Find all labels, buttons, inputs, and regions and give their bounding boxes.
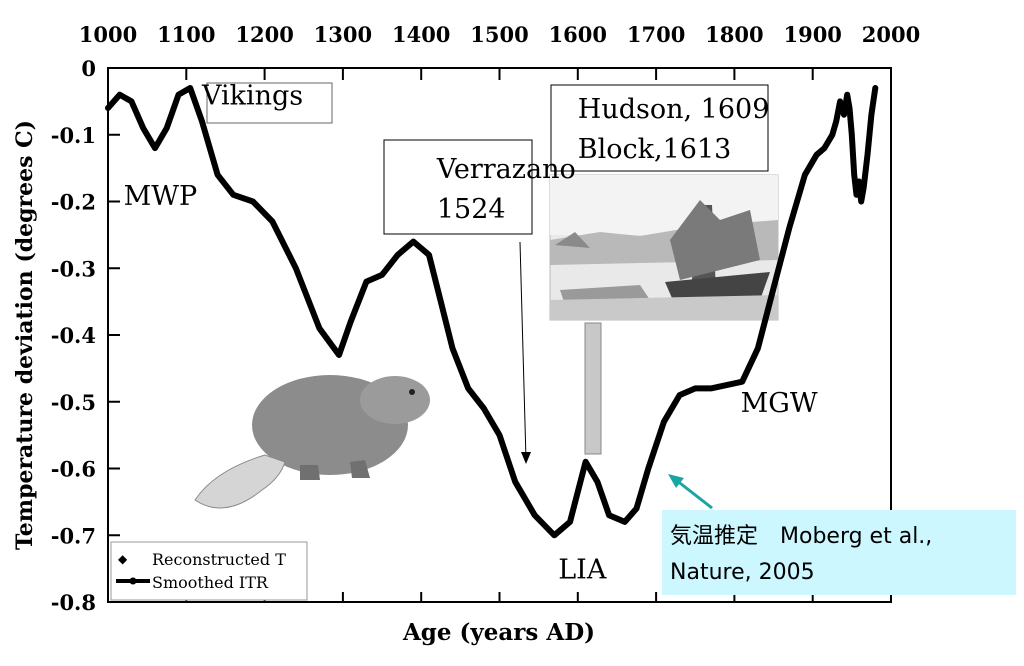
y-tick-label: -0.8 xyxy=(51,590,96,615)
annotation-label: LIA xyxy=(558,555,607,586)
x-tick-label: 1500 xyxy=(470,22,528,47)
legend-marker-reconstructed: ◆ xyxy=(118,552,128,566)
annotation-label: MWP xyxy=(124,181,198,212)
y-tick-label: -0.5 xyxy=(51,390,96,415)
y-tick-label: -0.2 xyxy=(51,190,96,215)
legend-label-reconstructed: Reconstructed T xyxy=(152,550,286,569)
vikings-box xyxy=(206,82,333,124)
y-tick-label: -0.7 xyxy=(51,523,96,548)
x-tick-label: 1000 xyxy=(79,22,137,47)
x-tick-label: 2000 xyxy=(862,22,920,47)
hudson-box xyxy=(550,84,769,172)
x-tick-label: 1800 xyxy=(705,22,763,47)
period-bar xyxy=(584,322,602,455)
y-tick-label: -0.6 xyxy=(51,457,96,482)
annotation-label: Verrazano xyxy=(436,154,576,185)
x-tick-label: 1700 xyxy=(627,22,685,47)
legend-label-smoothed: Smoothed ITR xyxy=(152,573,269,592)
annotation-label: Hudson, 1609 xyxy=(578,94,770,125)
x-tick-label: 1600 xyxy=(549,22,607,47)
ship-illustration xyxy=(549,174,779,321)
annotation-label: Vikings xyxy=(201,81,303,112)
note-line-2: Nature, 2005 xyxy=(670,560,815,585)
y-tick-label: -0.4 xyxy=(51,323,96,348)
y-tick-label: -0.3 xyxy=(51,256,96,281)
x-tick-label: 1400 xyxy=(392,22,450,47)
y-axis: 0 -0.1 -0.2 -0.3 -0.4 -0.5 -0.6 -0.7 -0.8 xyxy=(51,56,120,615)
annotation-label: 1524 xyxy=(437,194,506,225)
x-tick-label: 1900 xyxy=(783,22,841,47)
annotation-label: Block,1613 xyxy=(578,134,732,165)
x-axis: 1000 1100 1200 1300 1400 1500 1600 1700 1800 1900… xyxy=(79,22,920,602)
x-tick-label: 1100 xyxy=(157,22,215,47)
x-tick-label: 1200 xyxy=(235,22,293,47)
x-axis-label: Age (years AD) xyxy=(402,619,595,646)
y-axis-label: Temperature deviation (degrees C) xyxy=(12,120,38,550)
series-line-smoothed-itr xyxy=(105,85,879,539)
verrazano-box xyxy=(383,139,533,235)
beaver-illustration xyxy=(194,375,430,509)
note-arrow xyxy=(675,478,713,510)
y-tick-label: 0 xyxy=(81,56,96,81)
annotations: Vikings MWP Verrazano 1524 Hudson, 1609 Block… xyxy=(124,81,818,586)
note-box xyxy=(662,510,1016,595)
x-tick-label: 1300 xyxy=(314,22,372,47)
verrazano-arrow xyxy=(519,241,527,461)
y-tick-label: -0.1 xyxy=(51,123,96,148)
legend: ◆ Reconstructed T Smoothed ITR xyxy=(110,541,308,601)
annotation-label: MGW xyxy=(741,388,818,419)
note-line-1: 気温推定 Moberg et al., xyxy=(670,524,932,549)
